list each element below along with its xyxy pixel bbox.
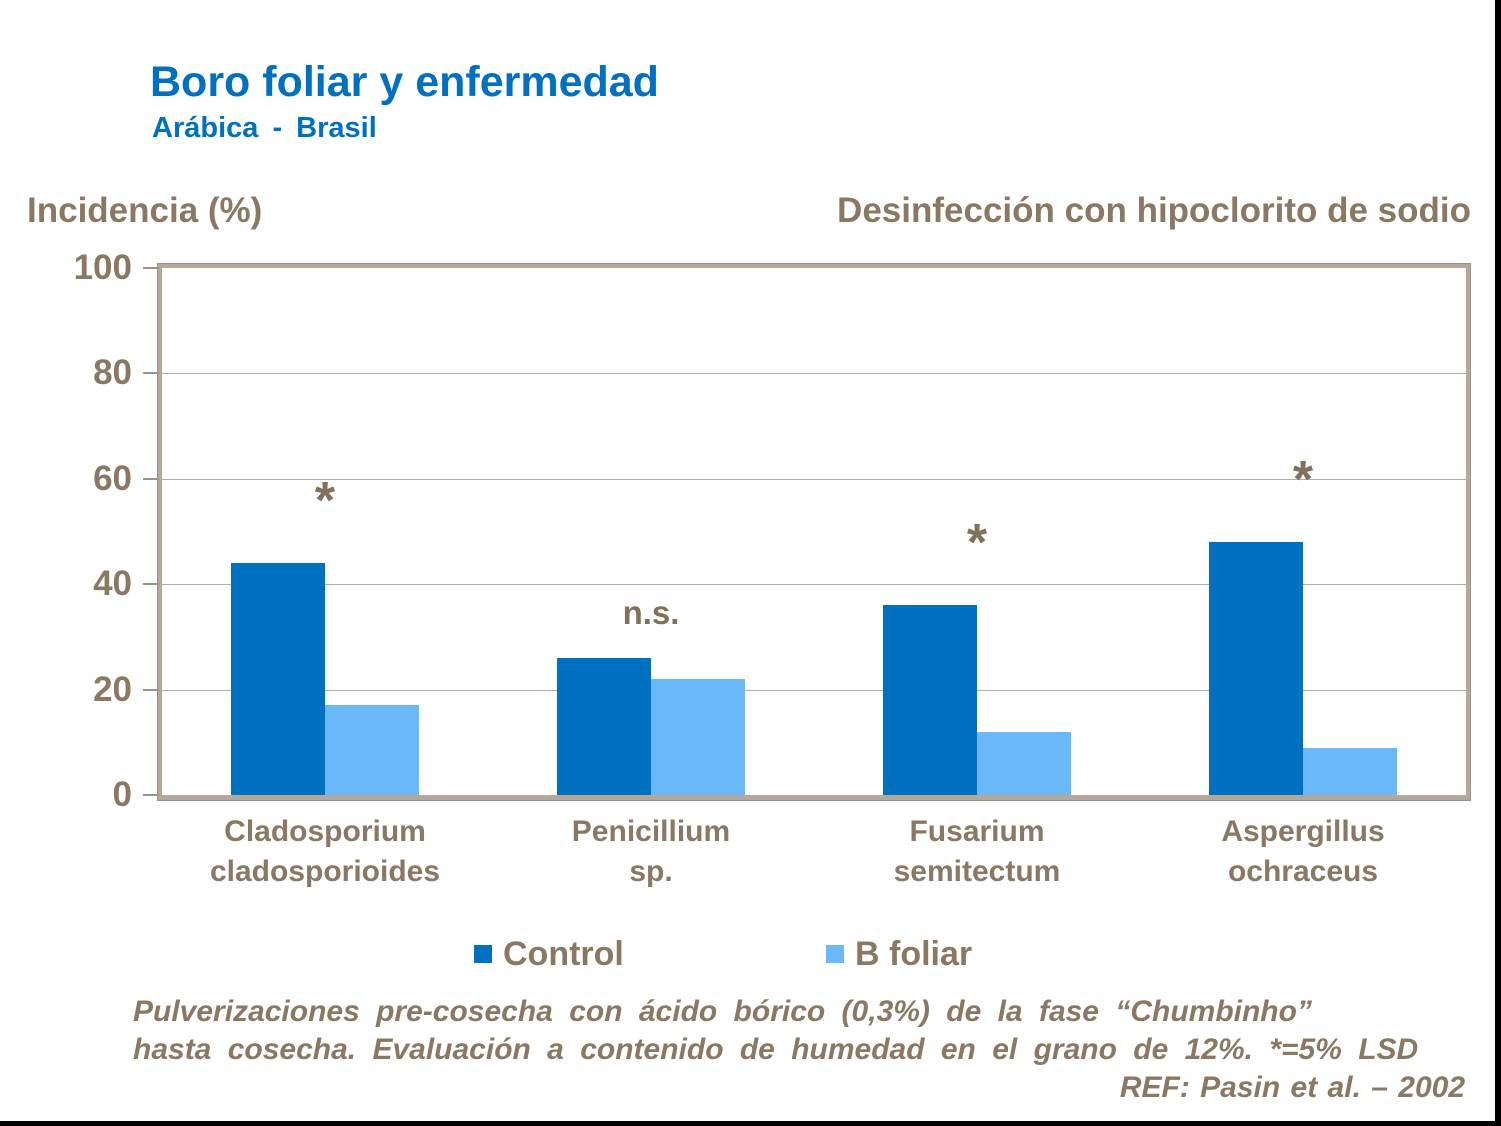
- chart-header-right: Desinfección con hipoclorito de sodio: [837, 191, 1471, 230]
- footer-note: Pulverizaciones pre-cosecha con ácido bó…: [133, 993, 1465, 1107]
- y-axis-tick-label-100: 100: [73, 248, 132, 287]
- legend-label-b-foliar: B foliar: [855, 935, 973, 973]
- page-title: Boro foliar y enfermedad: [150, 58, 659, 106]
- gridline-20: [162, 689, 1466, 691]
- gridline-80: [162, 373, 1466, 375]
- bar-control-3: [1209, 542, 1303, 795]
- bar-control-1: [557, 657, 651, 795]
- y-axis-tick-label-80: 80: [93, 353, 132, 393]
- y-axis-tick-label-40: 40: [93, 564, 132, 604]
- category-label-1: Penicillium sp.: [571, 815, 731, 888]
- y-axis-title: Incidencia (%): [27, 191, 263, 230]
- legend-item-control: Control: [474, 934, 624, 974]
- y-axis-tick-label-0: 0: [112, 775, 132, 814]
- y-axis-tick-mark-100: [143, 267, 159, 269]
- bar-control-2: [883, 605, 977, 795]
- bar-b-foliar-1: [651, 679, 745, 795]
- annotation-asterisk-0: *: [314, 472, 336, 531]
- footer-line-2: hasta cosecha. Evaluación a contenido de…: [133, 1033, 1419, 1066]
- legend-swatch-control: [474, 945, 492, 963]
- legend-swatch-b-foliar: [826, 945, 844, 963]
- gridline-40: [162, 584, 1466, 586]
- footer-reference: REF: Pasin et al. – 2002: [1119, 1071, 1465, 1104]
- page-subtitle: Arábica - Brasil: [152, 112, 377, 144]
- y-axis-tick-label-60: 60: [93, 458, 132, 498]
- bar-control-0: [231, 563, 325, 795]
- annotation-asterisk-3: *: [1292, 451, 1314, 510]
- y-axis-tick-mark-60: [143, 477, 159, 480]
- legend-label-control: Control: [503, 935, 624, 973]
- gridline-60: [162, 478, 1466, 480]
- y-axis-tick-mark-80: [143, 372, 159, 375]
- footer-line-1: Pulverizaciones pre-cosecha con ácido bó…: [133, 995, 1312, 1028]
- annotation-asterisk-2: *: [966, 514, 988, 573]
- category-label-3: Aspergillus ochraceus: [1221, 815, 1385, 888]
- y-axis-tick-mark-40: [143, 583, 159, 586]
- bar-b-foliar-2: [977, 731, 1071, 795]
- y-axis-tick-label-20: 20: [93, 669, 132, 709]
- category-label-2: Fusarium semitectum: [893, 815, 1061, 888]
- legend-item-b-foliar: B foliar: [826, 934, 972, 974]
- category-label-0: Cladosporium cladosporioides: [209, 815, 441, 888]
- chart-plot-area: [157, 263, 1471, 801]
- y-axis-tick-mark-0: [143, 794, 159, 796]
- bar-b-foliar-3: [1303, 747, 1397, 795]
- bar-b-foliar-0: [325, 705, 419, 795]
- annotation-ns-1: n.s.: [622, 593, 680, 631]
- y-axis-tick-mark-20: [143, 688, 159, 691]
